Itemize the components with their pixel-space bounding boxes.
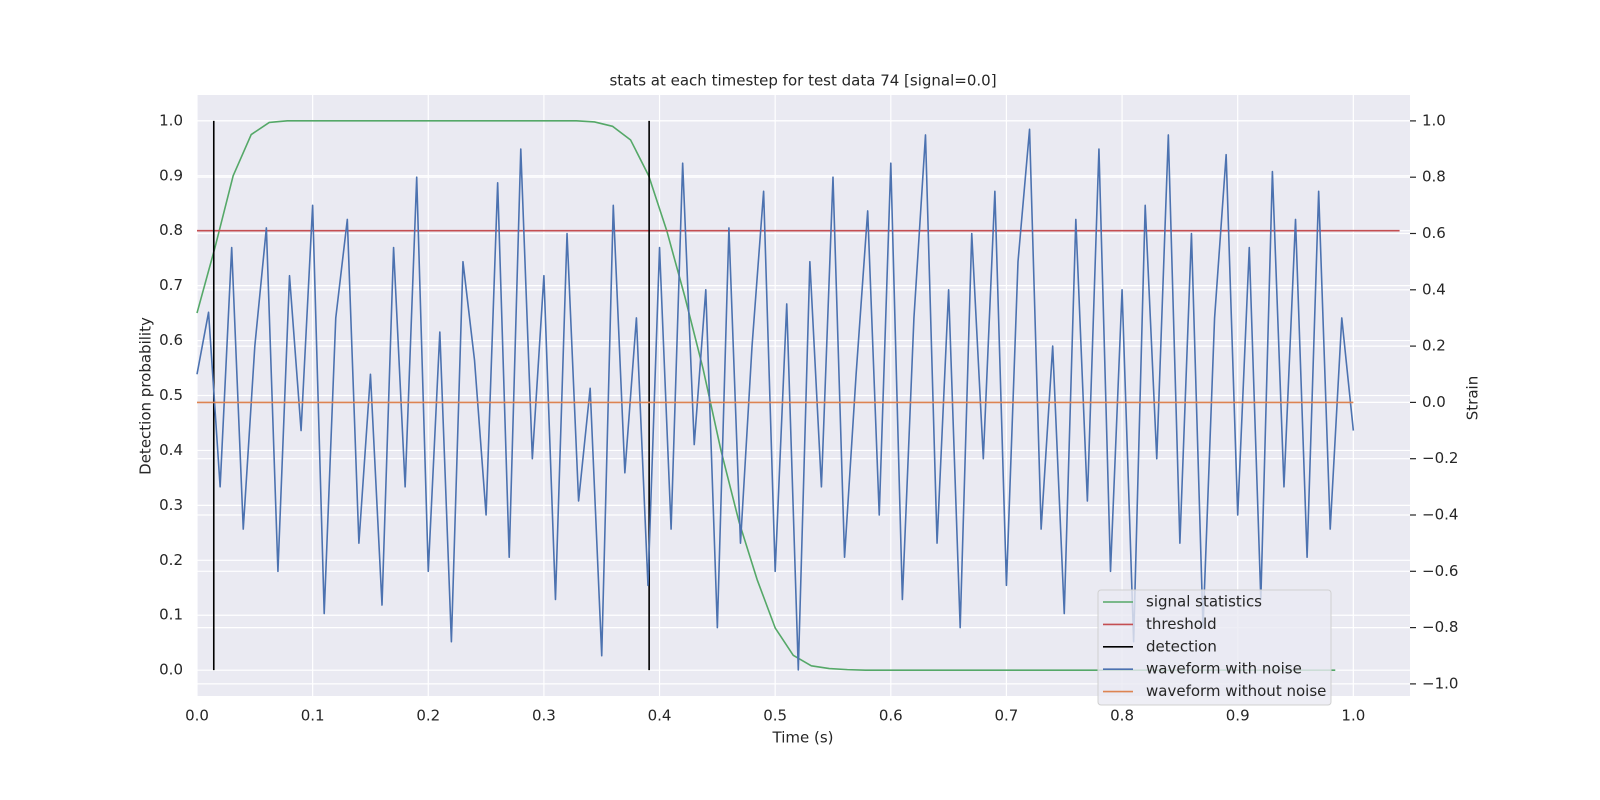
legend-label: threshold [1146,615,1217,633]
x-tick-label: 0.3 [532,707,556,725]
x-axis-label: Time (s) [772,729,834,747]
y2-tick-label: −1.0 [1422,674,1458,692]
y2-tick-label: −0.4 [1422,505,1458,523]
y2-tick-label: −0.6 [1422,562,1458,580]
y-tick-label: 0.8 [159,221,183,239]
x-tick-label: 0.0 [185,707,209,725]
legend: signal statistics threshold detection wavef… [1097,589,1332,706]
y-tick-label: 0.7 [159,276,183,294]
x-tick-label: 0.6 [879,707,903,725]
y2-tick-label: −0.8 [1422,618,1458,636]
legend-label: waveform without noise [1146,682,1326,700]
y-tick-label: 0.9 [159,166,183,184]
x-tick-label: 0.2 [416,707,440,725]
x-tick-label: 0.5 [763,707,787,725]
x-tick-label: 0.1 [301,707,325,725]
legend-label: detection [1146,637,1217,655]
x-tick-label: 1.0 [1341,707,1365,725]
chart-title: stats at each timestep for test data 74 … [609,72,996,90]
y2-tick-label: 0.8 [1422,168,1446,186]
legend-label: waveform with noise [1146,660,1302,678]
x-tick-label: 0.7 [995,707,1019,725]
y-tick-label: 0.6 [159,331,183,349]
y-tick-label: 0.4 [159,441,183,459]
y2-tick-label: 0.4 [1422,280,1446,298]
legend-label: signal statistics [1146,593,1262,611]
y2-tick-label: 1.0 [1422,111,1446,129]
y2-tick-label: 0.2 [1422,337,1446,355]
x-tick-label: 0.8 [1110,707,1134,725]
x-tick-label: 0.4 [648,707,672,725]
y-tick-label: 1.0 [159,111,183,129]
x-tick-label: 0.9 [1226,707,1250,725]
y-axis-label: Detection probability [137,317,155,475]
y-tick-label: 0.1 [159,606,183,624]
y-tick-label: 0.5 [159,386,183,404]
y2-tick-label: −0.2 [1422,449,1458,467]
y2-axis-label: Strain [1464,376,1482,420]
y-tick-label: 0.3 [159,496,183,514]
series-line [196,128,1355,671]
y-tick-label: 0.2 [159,551,183,569]
legend-box [1097,589,1332,706]
y2-tick-label: 0.0 [1422,393,1446,411]
y2-tick-label: 0.6 [1422,224,1446,242]
y-tick-label: 0.0 [159,661,183,679]
